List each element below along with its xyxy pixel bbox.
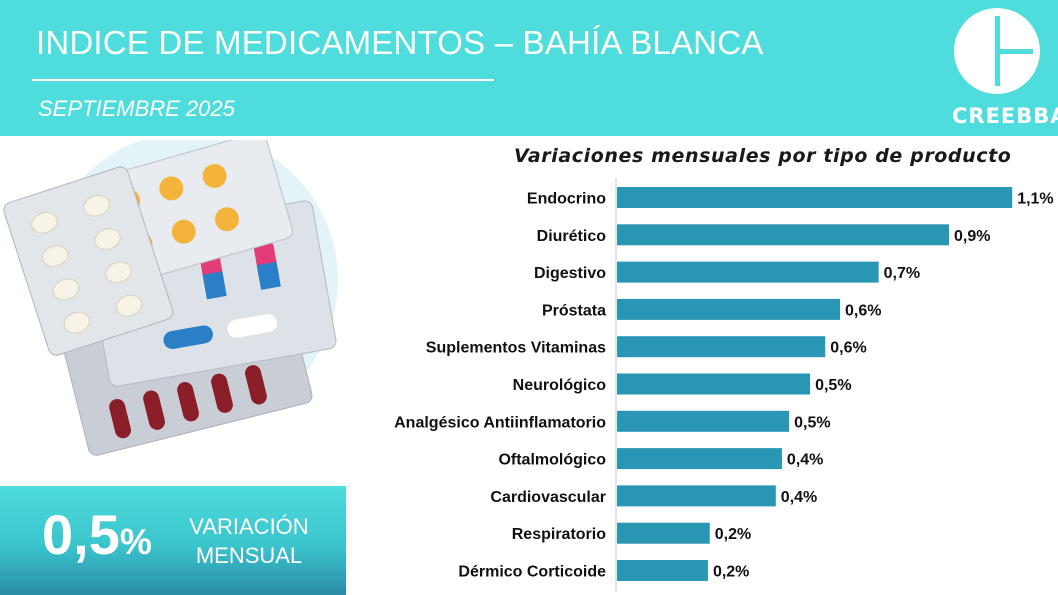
kpi-label: VARIACIÓN MENSUAL xyxy=(176,512,322,570)
data-label: 0,5% xyxy=(794,414,830,431)
data-label: 0,5% xyxy=(815,377,851,394)
category-label: Oftalmológico xyxy=(498,452,606,469)
logo-text: CREEBBA xyxy=(952,104,1058,128)
category-label: Próstata xyxy=(542,302,606,319)
bar xyxy=(617,298,841,320)
bar xyxy=(617,560,708,581)
pills-blister-image xyxy=(3,140,338,456)
category-label: Digestivo xyxy=(534,265,606,282)
page-title: INDICE DE MEDICAMENTOS – BAHÍA BLANCA xyxy=(36,24,764,61)
kpi-label-line2: MENSUAL xyxy=(195,543,303,568)
bar xyxy=(617,485,776,507)
kpi-box xyxy=(0,486,346,595)
bar-chart: Endocrino 1,1% Diurético 0,9% Digestivo 0,7% P… xyxy=(394,178,1054,592)
kpi-label-line1: VARIACIÓN xyxy=(189,514,309,539)
data-label: 0,6% xyxy=(845,302,881,319)
kpi-value: 0,5% xyxy=(42,502,152,567)
category-label: Diurético xyxy=(537,228,607,245)
data-label: 0,6% xyxy=(830,340,866,357)
data-label: 0,7% xyxy=(884,265,920,282)
creebba-logo-icon xyxy=(954,8,1040,94)
category-label: Analgésico Antiinflamatorio xyxy=(394,414,606,431)
kpi-number: 0,5 xyxy=(42,503,120,566)
category-label: Respiratorio xyxy=(512,526,606,543)
data-label: 0,9% xyxy=(954,228,990,245)
data-label: 0,2% xyxy=(713,564,749,581)
category-label: Suplementos Vitaminas xyxy=(426,340,606,357)
page-subtitle: SEPTIEMBRE 2025 xyxy=(38,96,235,121)
header-band xyxy=(0,0,1058,136)
category-label: Endocrino xyxy=(527,191,606,208)
data-label: 0,4% xyxy=(787,452,823,469)
bar xyxy=(617,410,790,432)
category-label: Neurológico xyxy=(513,377,607,394)
category-label: Cardiovascular xyxy=(490,489,606,506)
bar xyxy=(617,224,950,246)
data-label: 1,1% xyxy=(1017,191,1053,208)
title-divider xyxy=(32,79,494,81)
data-label: 0,2% xyxy=(715,526,751,543)
bar xyxy=(617,336,826,358)
kpi-unit: % xyxy=(119,521,152,562)
bar xyxy=(617,187,1013,208)
category-label: Dérmico Corticoide xyxy=(458,564,606,581)
bar xyxy=(617,373,811,395)
data-label: 0,4% xyxy=(781,489,817,506)
bar xyxy=(617,448,782,470)
bar xyxy=(617,522,710,544)
chart-title: Variaciones mensuales por tipo de produc… xyxy=(514,145,1012,167)
bar xyxy=(617,261,879,283)
